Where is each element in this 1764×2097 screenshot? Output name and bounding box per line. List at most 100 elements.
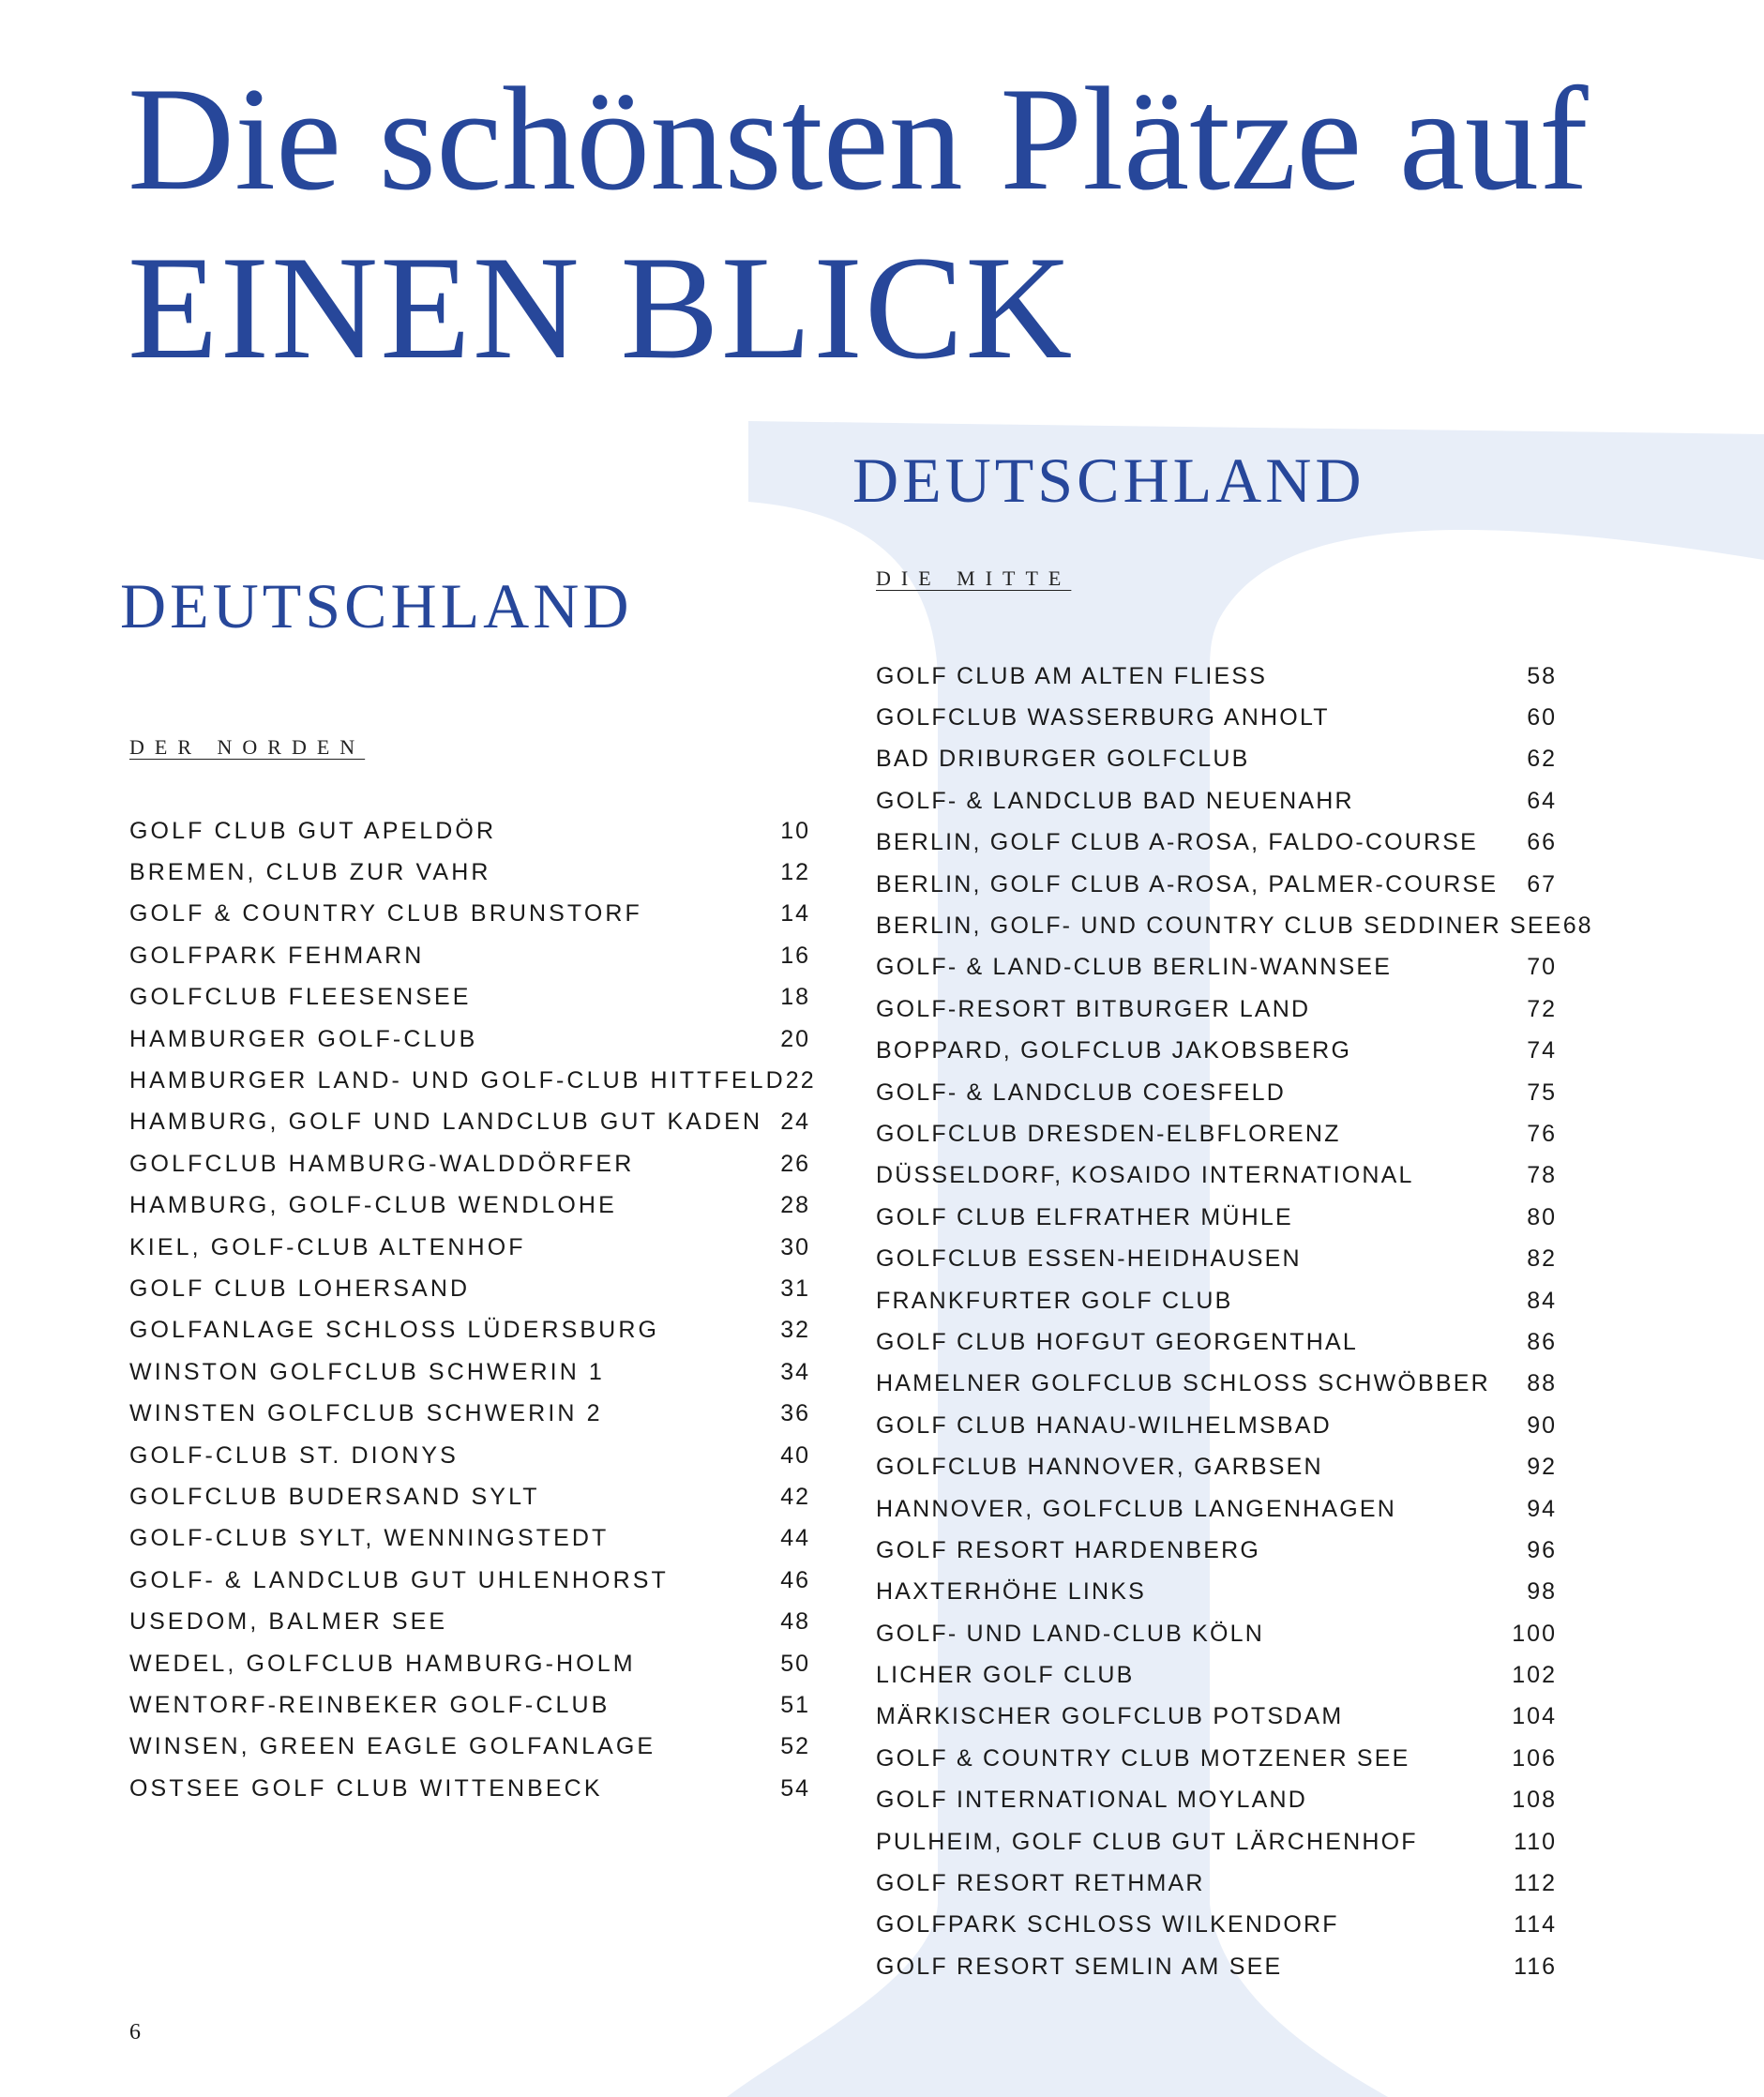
page-reference: 68 bbox=[1562, 913, 1593, 940]
list-item: BERLIN, GOLF CLUB A-ROSA, PALMER-COURSE 6… bbox=[876, 864, 1557, 905]
page-reference: 66 bbox=[1527, 829, 1557, 856]
page-reference: 14 bbox=[780, 900, 810, 928]
list-item: GOLF-CLUB SYLT, WENNINGSTEDT 44 bbox=[129, 1518, 810, 1560]
list-item: WEDEL, GOLFCLUB HAMBURG-HOLM 50 bbox=[129, 1643, 810, 1684]
course-name: GOLFCLUB HAMBURG-WALDDÖRFER bbox=[129, 1150, 635, 1177]
subregion-heading-left: DER NORDEN bbox=[129, 735, 366, 759]
page-reference: 28 bbox=[780, 1192, 810, 1219]
list-item: GOLF- UND LAND-CLUB KÖLN 100 bbox=[876, 1613, 1557, 1654]
list-item: GOLFCLUB BUDERSAND SYLT 42 bbox=[129, 1476, 810, 1517]
list-item: GOLFPARK SCHLOSS WILKENDORF 114 bbox=[876, 1905, 1557, 1946]
page-reference: 51 bbox=[780, 1691, 810, 1718]
page-title-line1: Die schönsten Plätze auf bbox=[128, 57, 1589, 221]
page-reference: 84 bbox=[1527, 1287, 1557, 1314]
list-item: GOLF & COUNTRY CLUB BRUNSTORF 14 bbox=[129, 894, 810, 935]
course-name: WINSEN, GREEN EAGLE GOLFANLAGE bbox=[129, 1733, 656, 1760]
list-item: GOLFCLUB HAMBURG-WALDDÖRFER 26 bbox=[129, 1143, 810, 1184]
course-name: GOLF CLUB HOFGUT GEORGENTHAL bbox=[876, 1328, 1358, 1355]
letter-i-shape bbox=[727, 421, 1764, 2097]
course-name: GOLF CLUB AM ALTEN FLIESS bbox=[876, 662, 1268, 689]
page-reference: 94 bbox=[1527, 1495, 1557, 1522]
course-name: LICHER GOLF CLUB bbox=[876, 1662, 1135, 1689]
list-item: GOLF CLUB HANAU-WILHELMSBAD 90 bbox=[876, 1405, 1557, 1446]
page-reference: 52 bbox=[780, 1733, 810, 1760]
page-reference: 54 bbox=[780, 1774, 810, 1802]
course-name: GOLF CLUB LOHERSAND bbox=[129, 1275, 471, 1302]
list-item: GOLFCLUB HANNOVER, GARBSEN 92 bbox=[876, 1446, 1557, 1487]
course-name: DÜSSELDORF, KOSAIDO INTERNATIONAL bbox=[876, 1162, 1414, 1189]
region-heading-right: DEUTSCHLAND bbox=[852, 445, 1365, 516]
page-reference: 36 bbox=[780, 1400, 810, 1427]
page-reference: 48 bbox=[780, 1608, 810, 1636]
page-reference: 18 bbox=[780, 984, 810, 1011]
course-name: GOLF-CLUB SYLT, WENNINGSTEDT bbox=[129, 1525, 610, 1552]
course-name: WEDEL, GOLFCLUB HAMBURG-HOLM bbox=[129, 1650, 636, 1677]
page-reference: 22 bbox=[785, 1067, 816, 1094]
list-item: DÜSSELDORF, KOSAIDO INTERNATIONAL 78 bbox=[876, 1155, 1557, 1197]
list-item: GOLF CLUB LOHERSAND 31 bbox=[129, 1268, 810, 1309]
list-item: GOLF CLUB AM ALTEN FLIESS 58 bbox=[876, 656, 1557, 697]
page-reference: 62 bbox=[1527, 746, 1557, 773]
list-item: WINSTEN GOLFCLUB SCHWERIN 2 36 bbox=[129, 1393, 810, 1434]
page-reference: 64 bbox=[1527, 787, 1557, 814]
list-item: GOLF CLUB HOFGUT GEORGENTHAL 86 bbox=[876, 1321, 1557, 1363]
course-name: BAD DRIBURGER GOLFCLUB bbox=[876, 746, 1250, 773]
page-reference: 32 bbox=[780, 1317, 810, 1344]
page-reference: 67 bbox=[1527, 870, 1557, 898]
page-reference: 108 bbox=[1512, 1787, 1557, 1814]
page-reference: 96 bbox=[1527, 1536, 1557, 1563]
course-name: GOLF & COUNTRY CLUB MOTZENER SEE bbox=[876, 1744, 1410, 1772]
course-name: GOLF RESORT RETHMAR bbox=[876, 1870, 1205, 1897]
list-item: GOLF- & LAND-CLUB BERLIN-WANNSEE 70 bbox=[876, 947, 1557, 988]
page-number: 6 bbox=[129, 2020, 141, 2044]
list-item: GOLF INTERNATIONAL MOYLAND 108 bbox=[876, 1780, 1557, 1821]
page-reference: 50 bbox=[780, 1650, 810, 1677]
list-item: BREMEN, CLUB ZUR VAHR 12 bbox=[129, 852, 810, 893]
list-item: GOLF-CLUB ST. DIONYS 40 bbox=[129, 1435, 810, 1476]
page-reference: 75 bbox=[1527, 1079, 1557, 1106]
course-name: GOLF RESORT SEMLIN AM SEE bbox=[876, 1953, 1283, 1980]
course-name: GOLFCLUB BUDERSAND SYLT bbox=[129, 1483, 540, 1510]
page-reference: 44 bbox=[780, 1525, 810, 1552]
course-name: GOLF- UND LAND-CLUB KÖLN bbox=[876, 1620, 1264, 1647]
list-item: GOLFCLUB ESSEN-HEIDHAUSEN 82 bbox=[876, 1238, 1557, 1279]
page-reference: 90 bbox=[1527, 1411, 1557, 1439]
course-name: HANNOVER, GOLFCLUB LANGENHAGEN bbox=[876, 1495, 1396, 1522]
subregion-heading-right: DIE MITTE bbox=[876, 566, 1072, 590]
list-item: GOLFANLAGE SCHLOSS LÜDERSBURG 32 bbox=[129, 1310, 810, 1351]
course-name: HAMBURGER LAND- UND GOLF-CLUB HITTFELD bbox=[129, 1067, 786, 1094]
page-reference: 42 bbox=[780, 1483, 810, 1510]
list-item: KIEL, GOLF-CLUB ALTENHOF 30 bbox=[129, 1227, 810, 1268]
list-item: BERLIN, GOLF- UND COUNTRY CLUB SEDDINER … bbox=[876, 905, 1591, 946]
list-item: GOLFCLUB DRESDEN-ELBFLORENZ 76 bbox=[876, 1113, 1557, 1154]
course-name: GOLF- & LANDCLUB BAD NEUENAHR bbox=[876, 787, 1354, 814]
page-reference: 100 bbox=[1512, 1620, 1557, 1647]
list-item: WINSTON GOLFCLUB SCHWERIN 1 34 bbox=[129, 1351, 810, 1393]
page-reference: 82 bbox=[1527, 1245, 1557, 1273]
page-reference: 112 bbox=[1514, 1870, 1557, 1897]
page-reference: 20 bbox=[780, 1025, 810, 1052]
page-reference: 80 bbox=[1527, 1203, 1557, 1230]
page-reference: 16 bbox=[780, 942, 810, 969]
page-reference: 74 bbox=[1527, 1037, 1557, 1064]
page-title-line2: EINEN BLICK bbox=[128, 226, 1075, 390]
course-name: FRANKFURTER GOLF CLUB bbox=[876, 1287, 1233, 1314]
page-reference: 31 bbox=[780, 1275, 810, 1302]
list-item: GOLFCLUB FLEESENSEE 18 bbox=[129, 977, 810, 1018]
course-name: PULHEIM, GOLF CLUB GUT LÄRCHENHOF bbox=[876, 1828, 1418, 1855]
list-item: GOLF CLUB GUT APELDÖR 10 bbox=[129, 810, 810, 852]
course-name: GOLFCLUB HANNOVER, GARBSEN bbox=[876, 1454, 1323, 1481]
course-name: USEDOM, BALMER SEE bbox=[129, 1608, 448, 1636]
list-item: HANNOVER, GOLFCLUB LANGENHAGEN 94 bbox=[876, 1488, 1557, 1530]
course-name: HAMBURGER GOLF-CLUB bbox=[129, 1025, 478, 1052]
course-name: GOLF- & LAND-CLUB BERLIN-WANNSEE bbox=[876, 954, 1393, 981]
course-name: BERLIN, GOLF CLUB A-ROSA, FALDO-COURSE bbox=[876, 829, 1479, 856]
list-item: GOLF- & LANDCLUB BAD NEUENAHR 64 bbox=[876, 780, 1557, 822]
page-reference: 76 bbox=[1527, 1120, 1557, 1147]
list-item: BOPPARD, GOLFCLUB JAKOBSBERG 74 bbox=[876, 1031, 1557, 1072]
course-name: WINSTON GOLFCLUB SCHWERIN 1 bbox=[129, 1358, 605, 1385]
page-reference: 110 bbox=[1514, 1828, 1557, 1855]
course-name: GOLFCLUB ESSEN-HEIDHAUSEN bbox=[876, 1245, 1302, 1273]
list-item: HAMELNER GOLFCLUB SCHLOSS SCHWÖBBER 88 bbox=[876, 1364, 1557, 1405]
